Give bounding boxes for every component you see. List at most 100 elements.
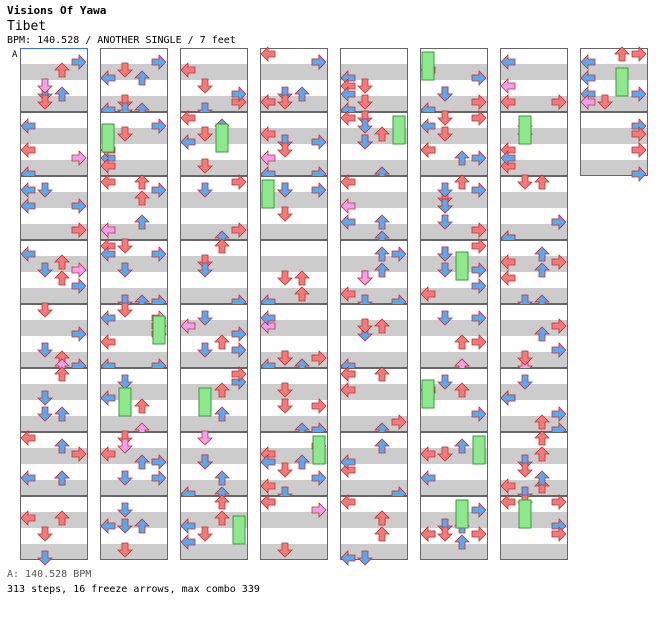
beat-stripe [340,416,408,432]
step-arrow [197,454,213,470]
beat-stripe [180,112,248,128]
beat-stripe [340,208,408,224]
measure-box [500,496,568,560]
beat-stripe [500,224,568,240]
step-arrow [134,70,150,86]
step-arrow [20,198,36,214]
step-arrow [500,390,516,406]
beat-stripe [260,416,328,432]
beat-stripe [420,160,488,176]
measure-box [340,176,408,240]
beat-stripe [260,192,328,208]
measure-box [20,496,88,560]
step-arrow [294,270,310,286]
step-arrow [277,134,293,150]
measure-box [260,112,328,176]
beat-stripe [420,64,488,80]
step-arrow [437,310,453,326]
measure-box [340,304,408,368]
step-arrow [311,398,327,414]
beat-stripe [580,112,648,128]
step-arrow [197,310,213,326]
beat-stripe [420,336,488,352]
beat-stripe [260,432,328,448]
step-arrow [151,454,167,470]
beat-stripe [340,448,408,464]
beat-stripe [340,480,408,496]
step-arrow [180,62,196,78]
step-arrow [614,46,630,62]
step-arrow [197,126,213,142]
step-arrow [100,158,116,174]
beat-stripe [340,64,408,80]
step-arrow [180,518,196,534]
beat-stripe [20,528,88,544]
beat-stripe [20,416,88,432]
beat-stripe [20,112,88,128]
step-arrow [37,262,53,278]
beat-stripe [180,160,248,176]
beat-stripe [420,112,488,128]
beat-stripe [580,144,648,160]
step-arrow [37,94,53,110]
song-title: Visions Of Yawa [7,4,107,17]
beat-stripe [180,208,248,224]
step-arrow [54,470,70,486]
beat-stripe [260,240,328,256]
step-arrow [180,534,196,550]
beat-stripe [100,64,168,80]
measure-box [180,496,248,560]
step-arrow [117,62,133,78]
beat-stripe [500,416,568,432]
beat-stripe [20,96,88,112]
chart-column [20,48,88,566]
freeze-arrow [118,387,132,417]
beat-stripe [580,48,648,64]
step-arrow [294,454,310,470]
beat-stripe [20,336,88,352]
measure-box [180,240,248,304]
chart-column [180,48,248,560]
step-arrow [437,198,453,214]
measure-box [420,368,488,432]
step-arrow [37,182,53,198]
step-arrow [357,134,373,150]
step-arrow [534,446,550,462]
beat-stripe [100,480,168,496]
step-arrow [277,382,293,398]
freeze-arrow [215,123,229,153]
beat-stripe [500,96,568,112]
beat-stripe [180,48,248,64]
step-arrow [357,94,373,110]
beat-stripe [20,544,88,560]
step-arrow [454,174,470,190]
beat-stripe [420,352,488,368]
step-arrow [357,318,373,334]
step-arrow [54,510,70,526]
beat-stripe [500,64,568,80]
step-arrow [214,406,230,422]
beat-stripe [100,112,168,128]
beat-stripe [260,464,328,480]
beat-stripe [420,224,488,240]
step-arrow [311,350,327,366]
measure-box [340,432,408,496]
step-arrow [260,150,276,166]
step-arrow [437,126,453,142]
step-arrow [534,262,550,278]
step-arrow [100,70,116,86]
measure-box [420,176,488,240]
beat-stripe [20,384,88,400]
beat-stripe [20,80,88,96]
measure-box [340,368,408,432]
beat-stripe [100,336,168,352]
step-arrow [20,246,36,262]
beat-stripe [100,400,168,416]
step-arrow [100,174,116,190]
step-arrow [260,46,276,62]
beat-stripe [340,240,408,256]
step-arrow [374,526,390,542]
step-arrow [500,150,516,166]
step-arrow [117,126,133,142]
step-arrow [117,94,133,110]
